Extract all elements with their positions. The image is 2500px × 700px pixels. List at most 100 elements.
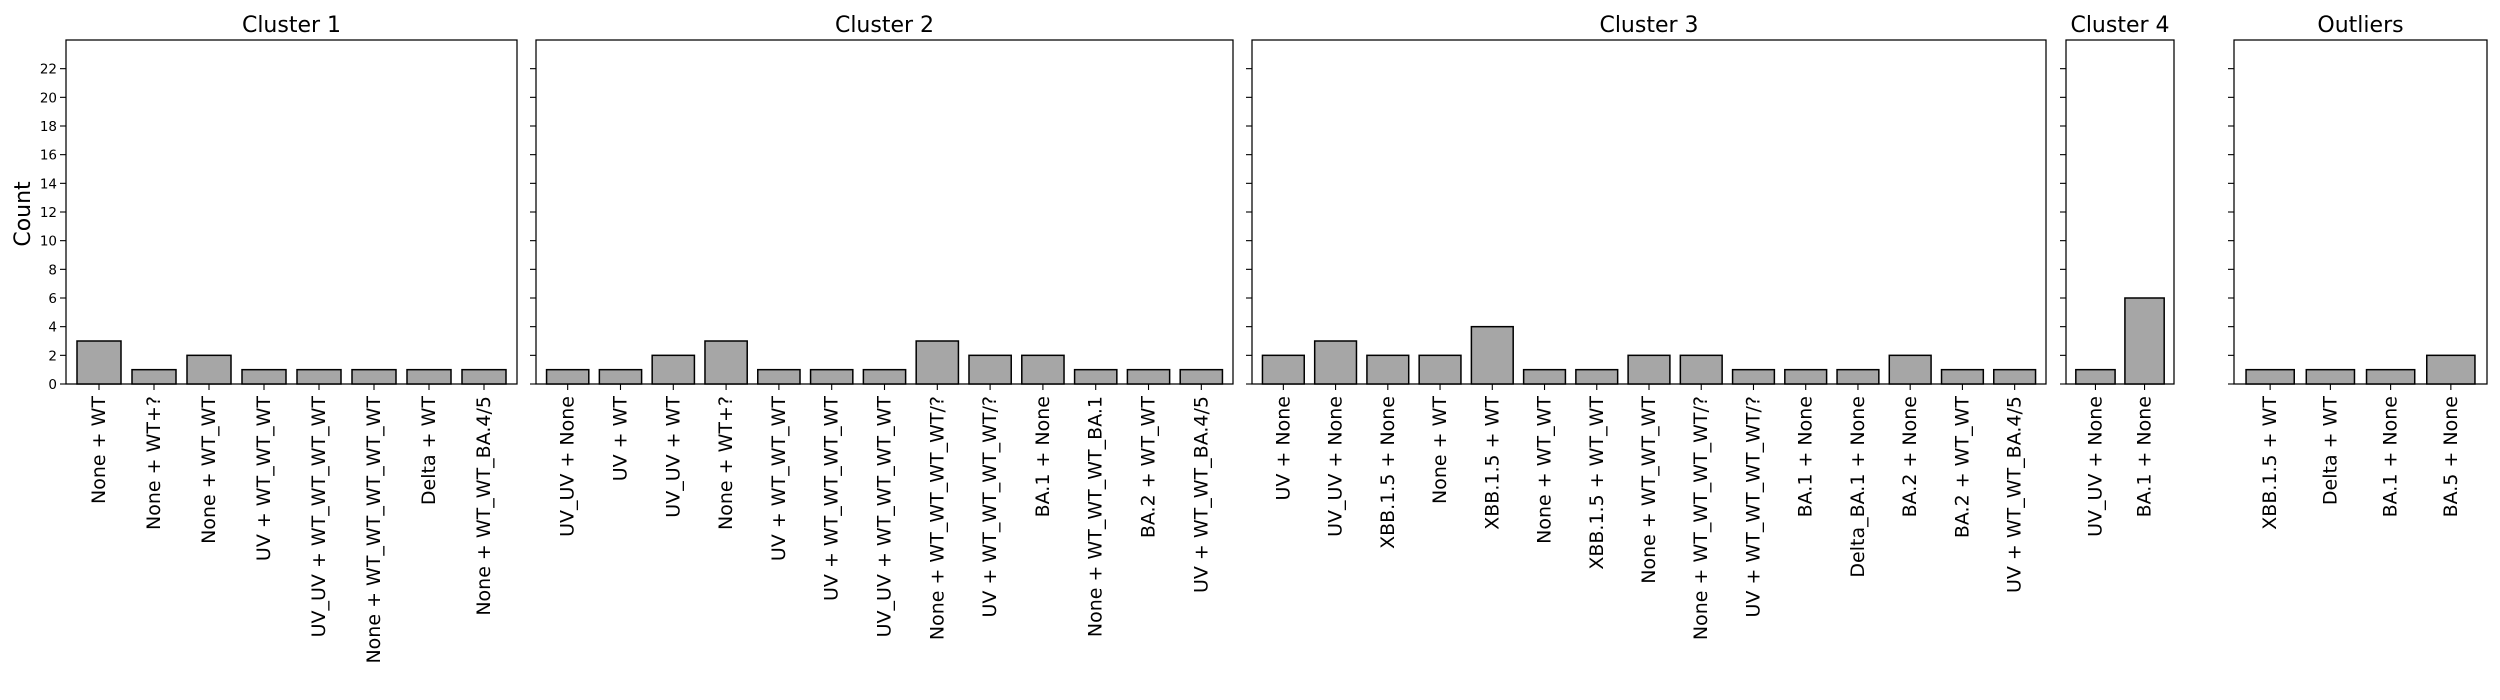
y-tick-label: 0 [48, 377, 57, 393]
x-tick-label: Delta_BA.1 + None [1847, 396, 1869, 578]
x-tick-label: None + WT_WT_WT_BA.1 [1085, 396, 1107, 637]
x-tick-label: BA.1 + None [1032, 396, 1054, 517]
x-tick-label: None + WT_WT_WT_WT/? [926, 396, 948, 640]
x-tick-label: BA.1 + None [1795, 396, 1817, 517]
bar-2-3 [651, 354, 696, 385]
bar-1-2 [131, 368, 177, 385]
x-tick-label: UV + WT [609, 396, 631, 482]
y-axis-label: Count [11, 181, 36, 247]
x-tick-label: XBB.1.5 + WT_WT [1586, 396, 1608, 570]
x-tick-label: XBB.1.5 + WT [2259, 396, 2281, 530]
x-tick-label: BA.2 + WT_WT [1138, 396, 1160, 539]
bar-5-3 [2365, 368, 2416, 385]
x-tick-label: UV + WT_WT_WT [768, 396, 790, 561]
bar-2-9 [968, 354, 1012, 385]
bar-2-12 [1126, 368, 1171, 385]
x-tick-label: None + WT [1429, 396, 1451, 504]
bar-4-1 [2075, 368, 2116, 385]
x-tick-label: None + WT_WT [1534, 396, 1556, 544]
y-tick-label: 14 [40, 176, 57, 192]
x-tick-label: UV + WT_WT_WT [253, 396, 275, 561]
x-tick-label: None + WT+? [715, 396, 737, 530]
panel-title: Cluster 2 [835, 13, 934, 38]
bar-3-7 [1575, 368, 1619, 385]
x-tick-label: UV + WT_WT_WT_WT [821, 396, 843, 601]
x-tick-label: Delta + WT [2319, 396, 2341, 505]
y-tick-label: 2 [48, 348, 57, 364]
bar-3-2 [1313, 340, 1358, 385]
x-tick-label: UV_UV + WT_WT_WT_WT [308, 396, 330, 638]
bar-2-13 [1179, 368, 1224, 385]
bar-2-7 [862, 368, 907, 385]
x-tick-label: UV_UV + WT_WT_WT_WT [874, 396, 896, 638]
panel-2: Cluster 2 UV_UV + None UV + WT UV_UV + WT No… [530, 13, 1234, 640]
x-tick-label: None + WT_WT [198, 396, 220, 544]
x-tick-label: UV + WT_WT_BA.4/5 [1190, 396, 1212, 593]
y-tick-label: 16 [40, 148, 57, 164]
bar-1-7 [406, 368, 452, 385]
y-tick-label: 4 [48, 320, 57, 336]
y-tick-label: 10 [40, 234, 57, 250]
x-tick-label: None + WT_WT_WT_WT/? [1690, 396, 1712, 640]
bar-1-1 [76, 340, 122, 385]
bar-3-5 [1470, 325, 1514, 385]
panel-1: Cluster 1 0 2 4 6 8 10 12 14 16 18 20 22 None + WT Non… [40, 13, 518, 664]
x-tick-label: BA.1 + None [2380, 396, 2402, 517]
panel-frame [1251, 39, 2047, 385]
bar-2-1 [545, 368, 590, 385]
y-tick-label: 12 [40, 205, 57, 221]
bar-3-12 [1836, 368, 1880, 385]
x-tick-label: BA.5 + None [2440, 396, 2462, 517]
x-tick-label: None + WT+? [143, 396, 165, 530]
bar-2-4 [704, 340, 748, 385]
bar-3-8 [1627, 354, 1671, 385]
x-tick-label: UV + None [1272, 396, 1294, 500]
x-tick-label: BA.2 + WT_WT [1951, 396, 1973, 539]
panel-5: Outliers XBB.1.5 + WT Delta + WT BA.1 + Non… [2228, 13, 2488, 530]
bar-1-6 [351, 368, 397, 385]
bar-1-5 [296, 368, 342, 385]
panel-frame [2233, 39, 2488, 385]
bar-3-6 [1522, 368, 1567, 385]
bar-1-8 [461, 368, 507, 385]
bar-3-9 [1679, 354, 1723, 385]
bar-2-8 [915, 340, 960, 385]
x-tick-label: UV + WT_WT_BA.4/5 [2004, 396, 2026, 593]
x-tick-label: UV_UV + None [2084, 396, 2106, 537]
bar-1-3 [186, 354, 232, 385]
panel-3: Cluster 3 UV + None UV_UV + None XBB.1.5 + … [1246, 13, 2047, 640]
bar-3-15 [1993, 368, 2037, 385]
bar-1-4 [241, 368, 287, 385]
bar-3-14 [1940, 368, 1985, 385]
x-tick-label: None + WT [88, 396, 110, 504]
x-tick-label: BA.2 + None [1899, 396, 1921, 517]
panel-frame [65, 39, 518, 385]
bar-3-11 [1784, 368, 1828, 385]
bar-2-5 [757, 368, 801, 385]
bar-2-10 [1021, 354, 1065, 385]
bar-2-11 [1073, 368, 1118, 385]
x-tick-label: UV_UV + None [557, 396, 579, 537]
y-tick-label: 22 [40, 62, 57, 78]
panel-title: Cluster 3 [1599, 13, 1698, 38]
x-tick-label: UV_UV + None [1325, 396, 1347, 537]
x-tick-label: UV + WT_WT_WT_WT/? [1742, 396, 1764, 617]
panel-title: Cluster 1 [242, 13, 341, 38]
y-tick-label: 8 [48, 262, 57, 278]
y-tick-label: 20 [40, 90, 57, 106]
bar-5-4 [2426, 354, 2476, 385]
x-tick-label: UV_UV + WT [662, 396, 684, 518]
x-tick-label: None + WT_WT_WT [1638, 396, 1660, 584]
bar-3-4 [1418, 354, 1462, 385]
bar-3-1 [1261, 354, 1305, 385]
x-tick-label: XBB.1.5 + None [1377, 396, 1399, 549]
y-tick-label: 18 [40, 119, 57, 135]
x-tick-label: None + WT_WT_WT_WT_WT [363, 396, 385, 664]
y-tick-label: 6 [48, 291, 57, 307]
x-tick-label: XBB.1.5 + WT [1481, 396, 1503, 530]
bar-2-2 [598, 368, 643, 385]
x-tick-label: None + WT_WT_BA.4/5 [473, 396, 495, 616]
bar-5-2 [2305, 368, 2356, 385]
bar-2-6 [809, 368, 854, 385]
bar-4-2 [2124, 297, 2165, 385]
